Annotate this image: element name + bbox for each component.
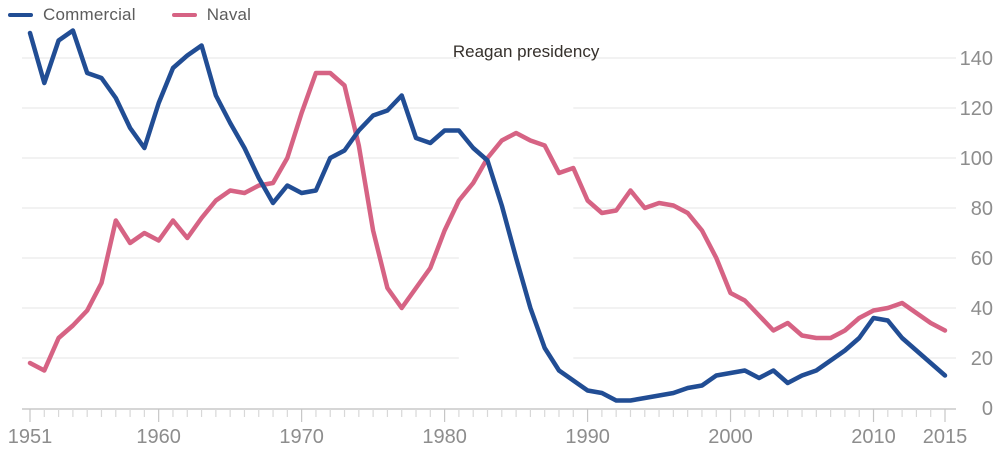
y-tick-label: 0 xyxy=(982,398,993,420)
x-tick-label: 2015 xyxy=(923,426,968,448)
legend-item-naval: Naval xyxy=(171,5,252,25)
y-tick-label: 40 xyxy=(971,298,993,320)
y-tick-label: 80 xyxy=(971,198,993,220)
commercial-line xyxy=(27,28,948,403)
y-tick-label: 100 xyxy=(960,148,993,170)
x-tick-label: 2010 xyxy=(851,426,896,448)
legend-item-commercial: Commercial xyxy=(8,5,136,25)
legend-label-commercial: Commercial xyxy=(43,5,136,24)
x-tick-label: 1980 xyxy=(422,426,467,448)
reagan-presidency-label: Reagan presidency xyxy=(453,42,600,61)
legend-label-naval: Naval xyxy=(206,5,252,24)
y-tick-label: 120 xyxy=(960,98,993,120)
x-tick-label: 1990 xyxy=(565,426,610,448)
x-tick-label: 2000 xyxy=(708,426,753,448)
x-tick-label: 1951 xyxy=(8,426,53,448)
y-tick-label: 60 xyxy=(971,248,993,270)
commercial-line-swatch xyxy=(8,13,33,17)
reagan-presidency-band xyxy=(458,26,574,408)
x-tick-label: 1960 xyxy=(136,426,181,448)
naval-line-swatch xyxy=(171,13,197,17)
y-tick-label: 140 xyxy=(960,48,993,70)
y-tick-label: 20 xyxy=(971,348,993,370)
chart-legend: Commercial Naval xyxy=(8,5,251,25)
x-tick-label: 1970 xyxy=(279,426,324,448)
